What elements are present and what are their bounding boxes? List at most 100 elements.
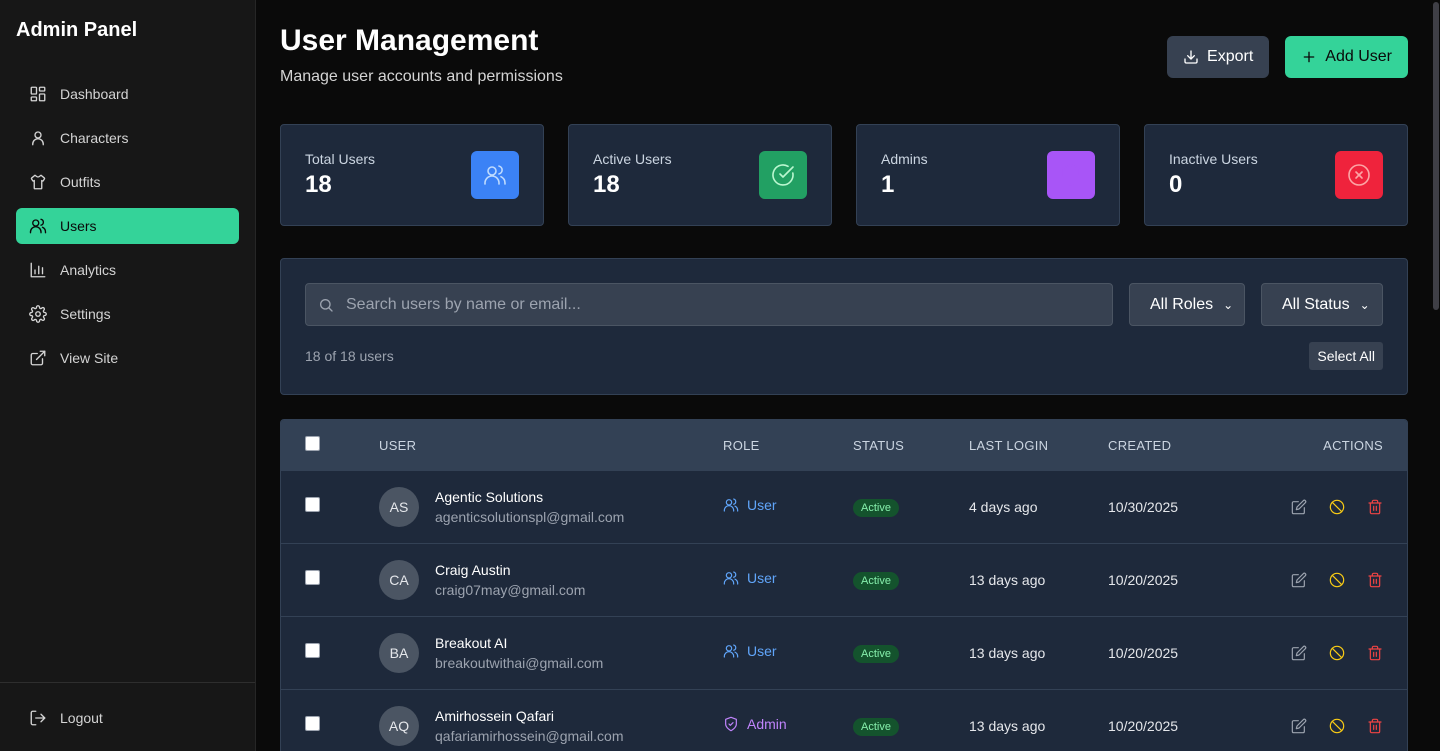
external-link-icon [28,348,48,368]
user-count: 18 of 18 users [305,348,394,364]
stat-value: 1 [881,171,895,198]
user-icon [28,128,48,148]
plus-icon [1301,49,1325,65]
edit-icon[interactable] [1291,645,1307,661]
page-header: User Management Manage user accounts and… [280,24,1408,124]
users-table: USER ROLE STATUS LAST LOGIN CREATED ACTI… [280,419,1408,751]
logout-button[interactable]: Logout [16,700,239,736]
header-role: ROLE [723,437,760,453]
users-icon [723,570,747,586]
sidebar-item-label: View Site [60,350,119,366]
trash-icon[interactable] [1367,572,1383,588]
header-user: USER [379,437,417,453]
page-title: User Management [280,24,539,57]
user-name: Craig Austin [435,562,511,578]
role-text: Admin [747,715,787,732]
row-checkbox[interactable] [305,716,320,731]
shield-icon [1047,151,1095,199]
users-icon [471,151,519,199]
status-select-value: All Status [1282,295,1350,313]
check-circle-icon [759,151,807,199]
edit-icon[interactable] [1291,572,1307,588]
stats-row: Total Users 18 Active Users 18 Admins 1 [280,124,1408,226]
ban-icon[interactable] [1329,499,1345,515]
search-box [305,283,1113,326]
users-icon [723,643,747,659]
row-checkbox[interactable] [305,497,320,512]
last-login: 13 days ago [969,645,1046,661]
sidebar-nav: Dashboard Characters Outfits Users Analy… [0,60,255,376]
header-actions: ACTIONS [1323,437,1383,453]
sidebar-item-label: Analytics [60,262,117,278]
edit-icon[interactable] [1291,499,1307,515]
export-label: Export [1207,48,1254,65]
stat-label: Inactive Users [1169,151,1258,167]
download-icon [1183,49,1207,65]
select-all-button[interactable]: Select All [1309,342,1383,370]
trash-icon[interactable] [1367,718,1383,734]
export-button[interactable]: Export [1167,36,1270,78]
sidebar-item-label: Dashboard [60,86,129,102]
user-name: Breakout AI [435,635,508,651]
gear-icon [28,304,48,324]
status-badge: Active [853,571,899,590]
search-input[interactable] [346,295,1100,314]
sidebar-item-characters[interactable]: Characters [16,120,239,156]
role-label: User [723,643,777,659]
role-text: User [747,642,777,659]
stat-label: Active Users [593,151,672,167]
role-select[interactable]: All Roles ⌄ [1129,283,1245,326]
sidebar-item-users[interactable]: Users [16,208,239,244]
users-icon [723,497,747,513]
row-checkbox[interactable] [305,643,320,658]
sidebar-footer: Logout [0,682,255,751]
created-date: 10/20/2025 [1108,645,1179,661]
status-select[interactable]: All Status ⌄ [1261,283,1383,326]
stat-card-total-users: Total Users 18 [280,124,544,226]
sidebar-item-label: Settings [60,306,111,322]
dashboard-icon [28,84,48,104]
header-status: STATUS [853,437,905,453]
table-row: BA Breakout AI breakoutwithai@gmail.com … [281,616,1407,689]
sidebar-item-label: Characters [60,130,129,146]
sidebar: Admin Panel Dashboard Characters Outfits… [0,0,256,751]
sidebar-item-label: Outfits [60,174,101,190]
table-header: USER ROLE STATUS LAST LOGIN CREATED ACTI… [281,420,1407,470]
page-scrollbar[interactable] [1432,0,1440,751]
stat-value: 18 [305,171,332,198]
last-login: 13 days ago [969,572,1046,588]
header-actions: Export Add User [1167,36,1408,78]
filters-panel: All Roles ⌄ All Status ⌄ 18 of 18 users … [280,258,1408,395]
ban-icon[interactable] [1329,645,1345,661]
role-label: Admin [723,716,787,732]
sidebar-item-dashboard[interactable]: Dashboard [16,76,239,112]
header-checkbox-cell [281,436,379,454]
sidebar-item-analytics[interactable]: Analytics [16,252,239,288]
row-checkbox[interactable] [305,570,320,585]
bar-chart-icon [28,260,48,280]
main-content: User Management Manage user accounts and… [256,0,1440,751]
sidebar-item-view-site[interactable]: View Site [16,340,239,376]
select-all-checkbox[interactable] [305,436,320,451]
user-email: craig07may@gmail.com [435,582,586,598]
sidebar-item-outfits[interactable]: Outfits [16,164,239,200]
edit-icon[interactable] [1291,718,1307,734]
trash-icon[interactable] [1367,499,1383,515]
scrollbar-thumb[interactable] [1433,2,1439,310]
chevron-down-icon: ⌄ [1223,297,1234,312]
ban-icon[interactable] [1329,718,1345,734]
user-email: agenticsolutionspl@gmail.com [435,509,625,525]
trash-icon[interactable] [1367,645,1383,661]
filter-row: All Roles ⌄ All Status ⌄ [305,283,1383,326]
logout-label: Logout [60,710,103,726]
add-user-button[interactable]: Add User [1285,36,1408,78]
header-last-login: LAST LOGIN [969,437,1049,453]
shield-icon [723,716,747,732]
sidebar-item-settings[interactable]: Settings [16,296,239,332]
search-icon [318,297,346,313]
status-badge: Active [853,644,899,663]
ban-icon[interactable] [1329,572,1345,588]
created-date: 10/30/2025 [1108,499,1179,515]
table-row: AQ Amirhossein Qafari qafariamirhossein@… [281,689,1407,751]
stat-card-active-users: Active Users 18 [568,124,832,226]
